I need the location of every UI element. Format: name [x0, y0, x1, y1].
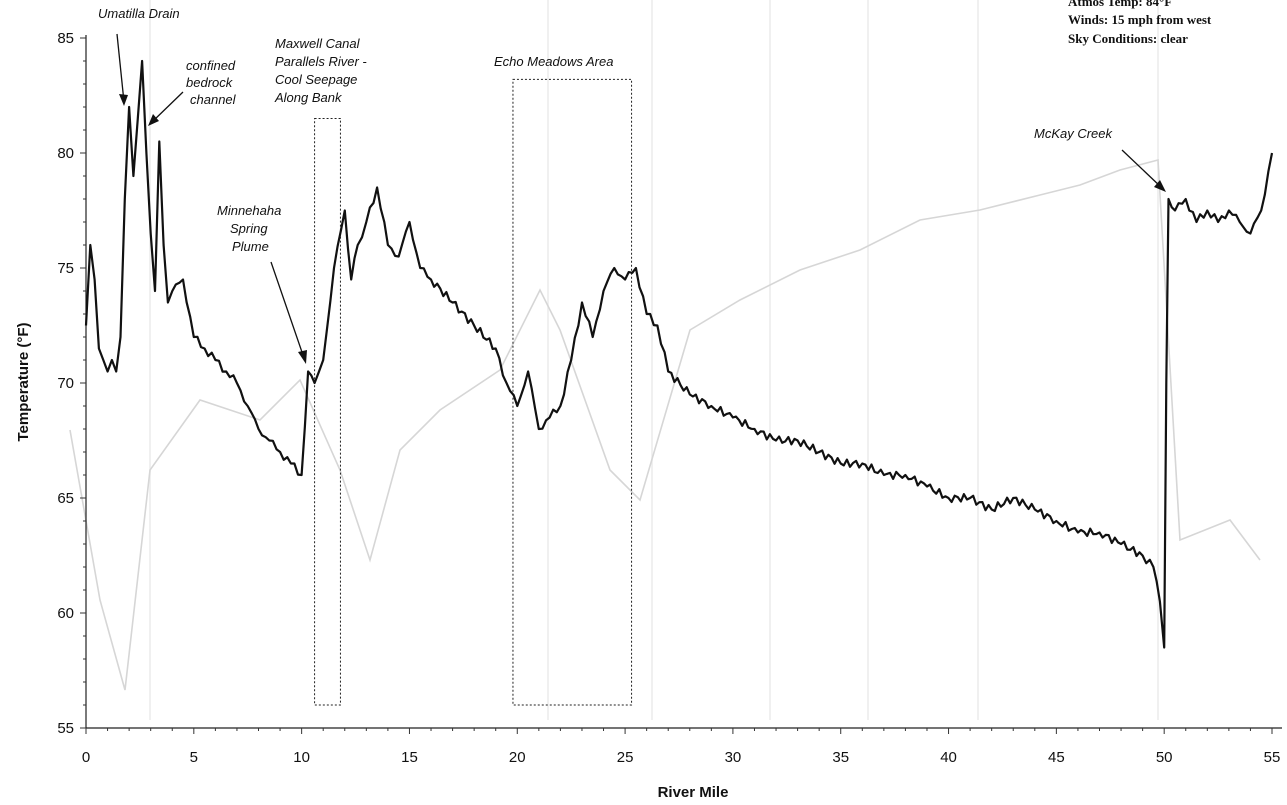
y-tick-label: 55 — [57, 720, 74, 737]
annotation-minnehaha-2: Spring — [230, 221, 268, 236]
annotation-minnehaha-3: Plume — [232, 239, 269, 254]
series-line-1 — [84, 59, 1274, 649]
annotation-confined-2: bedrock — [186, 75, 234, 90]
arrow-umatilla-drain — [116, 33, 125, 103]
annotation-mckay-creek: McKay Creek — [1034, 126, 1114, 141]
highlight-regions — [314, 78, 633, 706]
annotation-maxwell-2: Parallels River - — [275, 54, 367, 69]
weather-atmos-temp: Atmos Temp: 84°F — [1068, 0, 1172, 9]
annotations: Umatilla Drain confined bedrock channel … — [98, 6, 1166, 364]
arrow-mckay-creek — [1121, 149, 1163, 189]
x-tick-label: 10 — [293, 749, 310, 766]
highlight-region-1 — [314, 118, 341, 706]
weather-conditions: Atmos Temp: 84°F Winds: 15 mph from west… — [1068, 0, 1212, 46]
data-series — [84, 59, 1274, 649]
x-tick-label: 35 — [832, 749, 849, 766]
weather-sky: Sky Conditions: clear — [1068, 31, 1188, 46]
x-tick-label: 15 — [401, 749, 418, 766]
x-axis-title: River Mile — [658, 784, 729, 801]
x-tick-label: 20 — [509, 749, 526, 766]
x-tick-label: 0 — [82, 749, 90, 766]
x-tick-label: 50 — [1156, 749, 1173, 766]
highlight-region-2 — [512, 78, 633, 706]
y-axis-ticks: 55 60 65 70 75 80 85 — [57, 30, 86, 737]
y-tick-label: 70 — [57, 375, 74, 392]
y-axis-title: Temperature (°F) — [15, 322, 32, 441]
background-bleed-through — [69, 0, 1261, 720]
annotation-maxwell-3: Cool Seepage — [275, 72, 357, 87]
y-tick-label: 65 — [57, 490, 74, 507]
annotation-maxwell-4: Along Bank — [274, 90, 343, 105]
annotation-echo-meadows: Echo Meadows Area — [494, 54, 613, 69]
x-tick-label: 45 — [1048, 749, 1065, 766]
x-tick-label: 40 — [940, 749, 957, 766]
x-tick-label: 5 — [190, 749, 198, 766]
y-tick-label: 75 — [57, 260, 74, 277]
y-tick-label: 80 — [57, 145, 74, 162]
x-tick-label: 25 — [617, 749, 634, 766]
x-tick-label: 55 — [1264, 749, 1281, 766]
x-tick-label: 30 — [725, 749, 742, 766]
ghost-trace — [69, 158, 1261, 691]
x-axis-ticks: 0 5 10 15 20 25 30 35 40 45 50 55 — [82, 728, 1281, 766]
y-tick-label: 85 — [57, 30, 74, 47]
annotation-confined-3: channel — [190, 92, 237, 107]
arrow-minnehaha — [270, 261, 305, 359]
arrow-confined-channel — [151, 91, 184, 123]
weather-winds: Winds: 15 mph from west — [1068, 12, 1212, 27]
annotation-maxwell-1: Maxwell Canal — [275, 36, 361, 51]
y-tick-label: 60 — [57, 605, 74, 622]
annotation-confined-1: confined — [186, 58, 236, 73]
annotation-umatilla-drain: Umatilla Drain — [98, 6, 180, 21]
annotation-minnehaha-1: Minnehaha — [217, 203, 281, 218]
